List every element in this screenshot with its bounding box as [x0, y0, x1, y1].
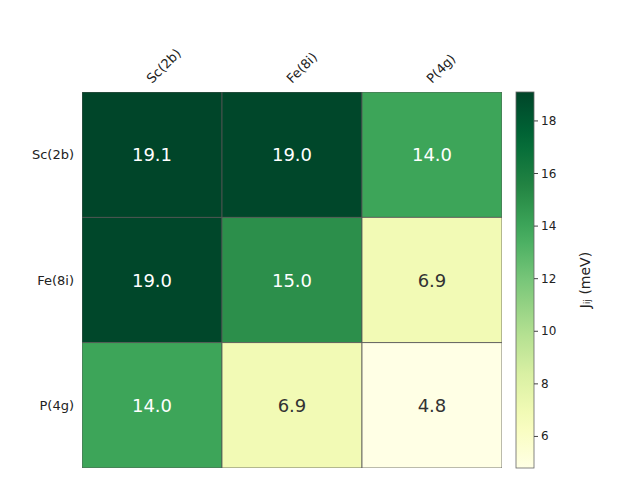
colorbar-tick-label: 6 — [541, 429, 549, 443]
colorbar-tick — [534, 436, 538, 437]
x-tick-label: P(4g) — [424, 51, 459, 86]
data-labels: 19.1 19.0 14.0 19.0 15.0 6.9 14.0 6.9 4.8 — [132, 144, 452, 416]
colorbar-tick-label: 10 — [541, 324, 556, 338]
data-label: 19.0 — [272, 144, 312, 165]
y-tick-label: Sc(2b) — [32, 147, 74, 162]
data-label: 15.0 — [272, 270, 312, 291]
chart: 19.1 19.0 14.0 19.0 15.0 6.9 14.0 6.9 4.8 Sc(2b) F… — [0, 0, 640, 480]
colorbar-tick — [534, 226, 538, 227]
data-label: 14.0 — [412, 144, 452, 165]
colorbar-tick-label: 16 — [541, 167, 556, 181]
cell — [362, 217, 502, 342]
y-axis: Sc(2b) Fe(8i) P(4g) — [32, 147, 74, 413]
cell — [362, 343, 502, 468]
cell — [222, 92, 362, 217]
cell — [82, 217, 222, 342]
colorbar-tick-label: 18 — [541, 114, 556, 128]
x-tick-label: Sc(2b) — [144, 46, 184, 86]
data-label: 6.9 — [278, 395, 307, 416]
colorbar-tick — [534, 278, 538, 279]
y-tick-label: P(4g) — [39, 398, 74, 413]
colorbar-scale — [516, 92, 534, 468]
data-label: 4.8 — [418, 395, 447, 416]
colorbar-tick — [534, 331, 538, 332]
colorbar-label: Jᵢⱼ (meV) — [577, 252, 593, 309]
colorbar: 6 8 10 12 14 16 18 Jᵢⱼ (meV) — [516, 92, 593, 468]
cell — [222, 343, 362, 468]
cell — [82, 92, 222, 217]
data-label: 19.0 — [132, 270, 172, 291]
data-label: 14.0 — [132, 395, 172, 416]
colorbar-tick-label: 14 — [541, 219, 556, 233]
y-tick-label: Fe(8i) — [37, 273, 74, 288]
cells — [82, 92, 502, 468]
x-axis: Sc(2b) Fe(8i) P(4g) — [144, 46, 459, 86]
data-label: 19.1 — [132, 144, 172, 165]
colorbar-tick — [534, 120, 538, 121]
data-label: 6.9 — [418, 270, 447, 291]
colorbar-tick — [534, 173, 538, 174]
cell — [82, 343, 222, 468]
colorbar-tick-label: 8 — [541, 377, 549, 391]
colorbar-tick-label: 12 — [541, 272, 556, 286]
colorbar-tick — [534, 383, 538, 384]
cell — [222, 217, 362, 342]
x-tick-label: Fe(8i) — [284, 49, 321, 86]
cell — [362, 92, 502, 217]
